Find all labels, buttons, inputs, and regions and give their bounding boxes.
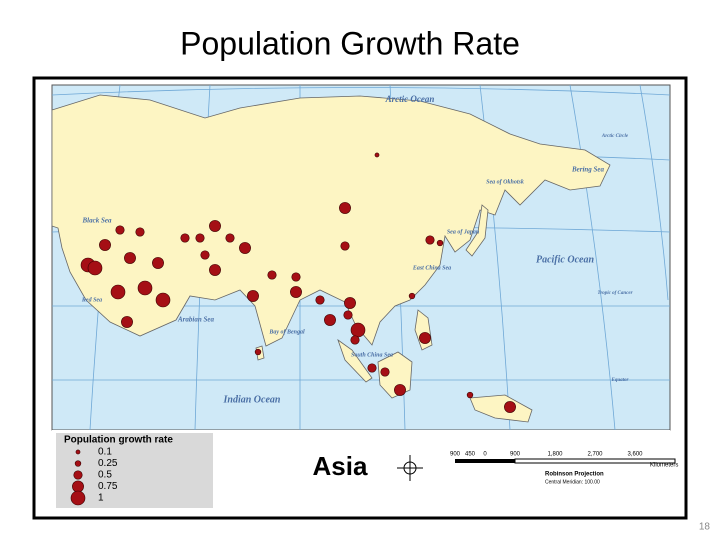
map-label: Bay of Bengal <box>268 329 305 335</box>
map-label: East China Sea <box>412 265 451 271</box>
growth-symbol <box>195 233 205 243</box>
growth-symbol <box>350 335 360 345</box>
map-label: Equator <box>611 378 629 383</box>
map-label: Tropic of Cancer <box>597 291 632 296</box>
legend-label: 1 <box>98 493 104 504</box>
map-name: Asia <box>313 451 368 481</box>
scale-bar <box>514 458 676 464</box>
growth-symbol <box>344 297 356 309</box>
growth-symbol <box>209 220 221 232</box>
growth-symbol <box>225 233 235 243</box>
scale-label: 2,700 <box>587 452 603 458</box>
north-arrow <box>397 455 423 481</box>
map-label: Red Sea <box>81 297 102 303</box>
growth-symbol <box>290 286 302 298</box>
growth-symbol <box>254 348 262 356</box>
growth-symbol <box>200 250 210 260</box>
map-label: Sea of Okhotsk <box>486 179 524 185</box>
map-label: Arabian Sea <box>177 316 214 324</box>
growth-symbol <box>339 202 351 214</box>
legend-symbol <box>72 480 84 493</box>
legend-symbol <box>74 460 82 467</box>
growth-symbol <box>324 314 336 326</box>
growth-symbol <box>466 391 474 399</box>
growth-symbol <box>87 260 103 276</box>
growth-symbol <box>425 235 435 245</box>
map-label: Bering Sea <box>571 166 605 174</box>
growth-symbol <box>155 292 171 308</box>
legend-title: Population growth rate <box>64 435 173 446</box>
legend-label: 0.75 <box>98 481 118 492</box>
growth-symbol <box>380 367 390 377</box>
legend-symbol <box>73 470 83 480</box>
growth-symbol <box>343 310 353 320</box>
map-label: Black Sea <box>82 217 112 225</box>
growth-symbol <box>99 239 111 251</box>
growth-symbol <box>408 292 416 300</box>
scale-label: 3,600 <box>627 452 643 458</box>
scale-label: 0 <box>483 452 487 458</box>
growth-symbol <box>350 322 366 338</box>
legend-symbol <box>75 449 81 455</box>
growth-symbol <box>121 316 133 328</box>
growth-symbol <box>135 227 145 237</box>
growth-symbol <box>110 284 126 300</box>
growth-symbol <box>367 363 377 373</box>
scale-label: 900 <box>450 452 461 458</box>
scale-unit: Kilometers <box>650 463 678 469</box>
scale-bar <box>455 459 515 463</box>
map-label: South China Sea <box>351 352 393 358</box>
growth-symbol <box>419 332 431 344</box>
central-meridian: Central Meridian: 100.00 <box>545 479 600 485</box>
map-label: Sea of Japan <box>447 229 480 235</box>
map-label: Arctic Ocean <box>385 94 435 104</box>
growth-symbol <box>124 252 136 264</box>
growth-symbol <box>315 295 325 305</box>
growth-symbol <box>247 290 259 302</box>
growth-symbol <box>267 270 277 280</box>
growth-symbol <box>374 152 380 158</box>
scale-label: 900 <box>510 452 521 458</box>
projection: Robinson Projection <box>545 472 604 478</box>
legend-symbol <box>70 490 86 506</box>
slide-number: 18 <box>699 522 711 533</box>
scale-label: 1,800 <box>547 452 563 458</box>
legend-label: 0.25 <box>98 458 118 469</box>
growth-symbol <box>291 272 301 282</box>
growth-symbol <box>239 242 251 254</box>
growth-symbol <box>152 257 164 269</box>
slide-title: Population Growth Rate <box>180 25 520 61</box>
map-label: Arctic Circle <box>601 134 629 139</box>
growth-symbol <box>394 384 406 396</box>
growth-symbol <box>504 401 516 413</box>
growth-symbol <box>180 233 190 243</box>
map-label: Pacific Ocean <box>536 254 594 265</box>
scale-label: 450 <box>465 452 476 458</box>
growth-symbol <box>209 264 221 276</box>
map-label: Indian Ocean <box>223 394 281 405</box>
growth-symbol <box>115 225 125 235</box>
legend-label: 0.5 <box>98 470 112 481</box>
growth-symbol <box>137 280 153 296</box>
growth-symbol <box>436 239 444 247</box>
growth-symbol <box>340 241 350 251</box>
legend-label: 0.1 <box>98 447 112 458</box>
